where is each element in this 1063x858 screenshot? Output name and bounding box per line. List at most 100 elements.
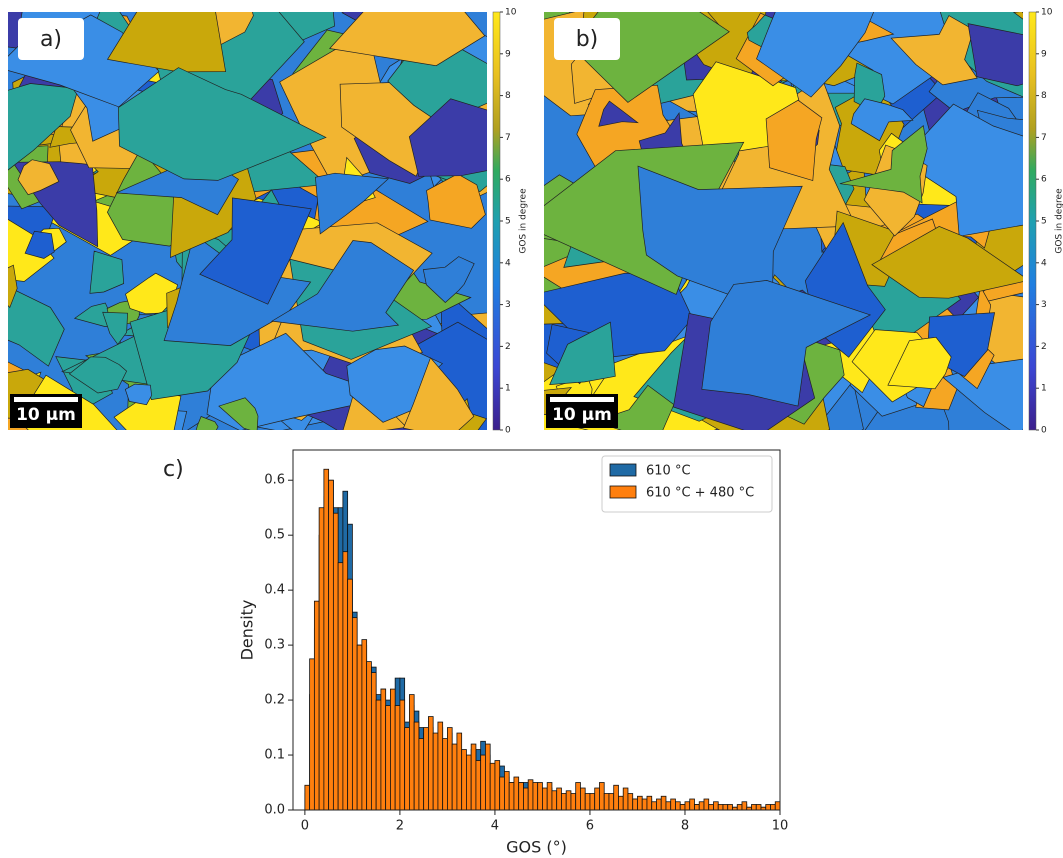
histogram-bar bbox=[418, 738, 425, 811]
histogram-bar bbox=[641, 798, 648, 811]
histogram-bar bbox=[751, 804, 757, 811]
histogram-bar bbox=[342, 551, 349, 811]
histogram-bar bbox=[385, 705, 391, 811]
histogram-bar bbox=[755, 804, 762, 811]
histogram-bar bbox=[627, 793, 634, 811]
grain bbox=[206, 332, 395, 430]
histogram-bar bbox=[375, 699, 382, 811]
panel-label-box bbox=[554, 18, 620, 60]
histogram-bar bbox=[561, 793, 567, 811]
grain bbox=[218, 397, 259, 430]
x-tick-label: 10 bbox=[772, 819, 789, 834]
histogram-bar bbox=[708, 804, 714, 811]
histogram-bar bbox=[351, 617, 358, 811]
histogram-bar bbox=[489, 762, 496, 811]
histogram-bar bbox=[504, 771, 510, 811]
grain bbox=[422, 256, 475, 303]
histogram-bar bbox=[523, 787, 529, 811]
colorbar-tick-label: 10 bbox=[1041, 8, 1053, 18]
grain-map bbox=[544, 12, 1023, 430]
histogram-bar bbox=[370, 672, 377, 811]
grain bbox=[89, 250, 125, 294]
colorbar-tick-label: 5 bbox=[1041, 217, 1047, 227]
grain-map bbox=[8, 12, 487, 430]
legend-label: 610 °C + 480 °C bbox=[646, 486, 754, 501]
histogram-bar bbox=[485, 743, 491, 811]
histogram-bar bbox=[499, 776, 505, 811]
y-tick-label: 0.3 bbox=[264, 638, 285, 653]
x-tick-label: 8 bbox=[681, 819, 689, 834]
histogram-bar bbox=[442, 738, 448, 811]
grain bbox=[402, 357, 475, 430]
histogram-bar bbox=[508, 782, 515, 811]
histogram-bar bbox=[551, 790, 558, 811]
histogram-bar bbox=[665, 801, 672, 811]
colorbar-tick-label: 2 bbox=[505, 342, 511, 352]
histogram-bar bbox=[394, 705, 401, 811]
histogram-bar bbox=[366, 661, 372, 811]
colorbar-tick-label: 9 bbox=[1041, 49, 1047, 59]
grain bbox=[850, 98, 914, 142]
grain bbox=[408, 98, 487, 177]
histogram-bar bbox=[618, 795, 624, 811]
colorbar-tick-label: 0 bbox=[1041, 426, 1047, 436]
colorbar-tick-label: 4 bbox=[505, 258, 511, 268]
histogram-bar bbox=[456, 732, 463, 811]
legend-label: 610 °C bbox=[646, 464, 691, 479]
histogram-bar bbox=[637, 795, 643, 811]
grain bbox=[967, 23, 1023, 87]
panel-label: a) bbox=[40, 27, 62, 52]
histogram-bar bbox=[765, 804, 771, 811]
colorbar bbox=[1028, 11, 1037, 431]
legend-box bbox=[601, 455, 773, 513]
histogram-bar bbox=[584, 793, 591, 811]
histogram-bar bbox=[717, 804, 724, 811]
panel-label-box bbox=[18, 18, 84, 60]
grain bbox=[887, 336, 952, 390]
histogram-bar bbox=[656, 798, 662, 811]
legend-swatch bbox=[609, 485, 637, 499]
colorbar-tick-label: 0 bbox=[505, 426, 511, 436]
histogram-bar bbox=[613, 784, 619, 811]
histogram-bar bbox=[713, 801, 719, 811]
colorbar-tick-label: 5 bbox=[505, 217, 511, 227]
histogram-bar bbox=[332, 512, 339, 811]
grain bbox=[102, 311, 128, 345]
histogram-bar bbox=[722, 804, 729, 811]
colorbar bbox=[492, 11, 501, 431]
histogram-bar bbox=[660, 795, 667, 811]
grain bbox=[756, 12, 875, 98]
x-tick-label: 4 bbox=[491, 819, 499, 834]
grain bbox=[598, 100, 639, 127]
colorbar-tick-label: 7 bbox=[505, 133, 511, 143]
histogram-bar bbox=[736, 804, 743, 811]
histogram-bar bbox=[603, 793, 610, 811]
scale-bar-label: 10 µm bbox=[16, 405, 76, 425]
panel-label: b) bbox=[576, 27, 599, 52]
colorbar-tick-label: 8 bbox=[505, 91, 511, 101]
histogram-bar bbox=[513, 776, 520, 811]
y-tick-label: 0.6 bbox=[264, 473, 285, 488]
histogram-bar bbox=[646, 795, 653, 811]
histogram-bar bbox=[451, 743, 458, 811]
histogram-bar bbox=[675, 801, 681, 811]
scale-bar bbox=[550, 397, 614, 402]
x-tick-label: 2 bbox=[396, 819, 404, 834]
histogram-bar bbox=[670, 798, 676, 811]
colorbar-tick-label: 4 bbox=[1041, 258, 1047, 268]
grain bbox=[106, 12, 227, 73]
grain bbox=[315, 172, 390, 235]
grain bbox=[701, 280, 872, 407]
grain bbox=[17, 159, 60, 196]
grain bbox=[117, 67, 327, 181]
histogram-bar bbox=[622, 787, 629, 811]
histogram-bar bbox=[347, 578, 353, 811]
histogram-bar bbox=[323, 468, 330, 811]
grain bbox=[426, 173, 486, 229]
colorbar-tick-label: 3 bbox=[505, 300, 511, 310]
y-tick-label: 0.0 bbox=[264, 803, 285, 818]
histogram-bar bbox=[466, 754, 472, 811]
histogram-bar bbox=[404, 727, 410, 811]
histogram-bar bbox=[589, 793, 596, 811]
